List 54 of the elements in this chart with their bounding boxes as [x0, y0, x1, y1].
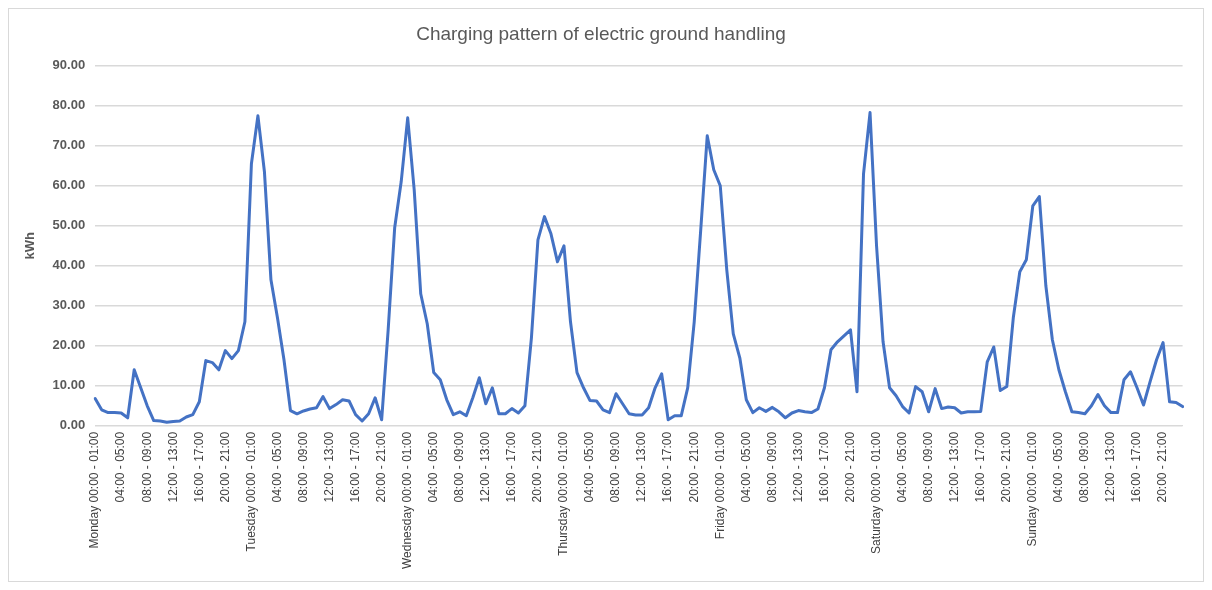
x-tick-label: 20:00 - 21:00 — [217, 431, 232, 503]
x-tick-label: 12:00 - 13:00 — [165, 431, 180, 503]
x-tick-label: 04:00 - 05:00 — [1051, 431, 1066, 503]
x-tick-label: 08:00 - 09:00 — [920, 431, 935, 503]
y-tick-label: 20.00 — [52, 337, 86, 353]
x-tick-label: 08:00 - 09:00 — [1077, 431, 1092, 503]
x-tick-label: 16:00 - 17:00 — [504, 431, 519, 503]
x-tick-label: 20:00 - 21:00 — [373, 431, 388, 503]
x-tick-label: 08:00 - 09:00 — [295, 431, 310, 503]
y-tick-label: 30.00 — [52, 297, 86, 313]
x-tick-label: 04:00 - 05:00 — [582, 431, 597, 503]
x-tick-label: 08:00 - 09:00 — [608, 431, 623, 503]
x-tick-label: Saturday 00:00 - 01:00 — [868, 431, 883, 554]
x-tick-label: Monday 00:00 - 01:00 — [87, 431, 102, 549]
x-tick-label: Friday 00:00 - 01:00 — [712, 431, 727, 540]
y-tick-label: 10.00 — [52, 377, 86, 393]
y-axis-title: kWh — [22, 232, 38, 260]
x-tick-label: 12:00 - 13:00 — [321, 431, 336, 503]
y-tick-label: 0.00 — [59, 417, 86, 433]
y-tick-label: 90.00 — [52, 57, 86, 73]
x-tick-label: 12:00 - 13:00 — [1103, 431, 1118, 503]
x-tick-label: 16:00 - 17:00 — [816, 431, 831, 503]
x-tick-label: 16:00 - 17:00 — [973, 431, 988, 503]
x-tick-label: 04:00 - 05:00 — [426, 431, 441, 503]
x-tick-label: 12:00 - 13:00 — [634, 431, 649, 503]
x-tick-label: 12:00 - 13:00 — [478, 431, 493, 503]
y-tick-label: 40.00 — [52, 257, 86, 273]
x-tick-label: 16:00 - 17:00 — [1129, 431, 1144, 503]
x-tick-label: 08:00 - 09:00 — [452, 431, 467, 503]
x-tick-label: 20:00 - 21:00 — [842, 431, 857, 503]
x-tick-label: Thursday 00:00 - 01:00 — [556, 431, 571, 556]
x-tick-label: 08:00 - 09:00 — [764, 431, 779, 503]
x-tick-label: 20:00 - 21:00 — [530, 431, 545, 503]
y-tick-label: 50.00 — [52, 217, 86, 233]
y-tick-label: 80.00 — [52, 97, 86, 113]
y-tick-label: 70.00 — [52, 137, 86, 153]
x-tick-label: 08:00 - 09:00 — [139, 431, 154, 503]
x-tick-label: 20:00 - 21:00 — [1155, 431, 1170, 503]
x-tick-label: 04:00 - 05:00 — [894, 431, 909, 503]
x-tick-label: 04:00 - 05:00 — [738, 431, 753, 503]
x-tick-label: 20:00 - 21:00 — [999, 431, 1014, 503]
x-tick-label: 04:00 - 05:00 — [269, 431, 284, 503]
x-tick-label: 12:00 - 13:00 — [947, 431, 961, 503]
chart-title: Charging pattern of electric ground handling — [416, 22, 786, 44]
x-tick-label: Sunday 00:00 - 01:00 — [1025, 431, 1040, 547]
x-tick-label: 16:00 - 17:00 — [660, 431, 675, 503]
x-tick-label: 04:00 - 05:00 — [113, 431, 128, 503]
x-tick-label: Tuesday 00:00 - 01:00 — [243, 431, 258, 552]
y-tick-label: 60.00 — [52, 177, 86, 193]
x-tick-label: Wednesday 00:00 - 01:00 — [400, 431, 415, 570]
x-tick-label: 12:00 - 13:00 — [790, 431, 805, 503]
x-tick-label: 16:00 - 17:00 — [347, 431, 362, 503]
x-tick-label: 20:00 - 21:00 — [686, 431, 701, 503]
x-tick-label: 16:00 - 17:00 — [191, 431, 206, 503]
